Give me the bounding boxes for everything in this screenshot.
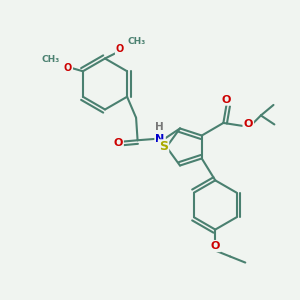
Text: O: O xyxy=(113,138,123,148)
Text: O: O xyxy=(211,241,220,251)
Text: H: H xyxy=(155,122,164,132)
Text: O: O xyxy=(64,63,72,73)
Text: N: N xyxy=(155,134,165,144)
Text: O: O xyxy=(222,94,231,104)
Text: CH₃: CH₃ xyxy=(128,37,146,46)
Text: S: S xyxy=(159,140,168,154)
Text: CH₃: CH₃ xyxy=(41,55,60,64)
Text: O: O xyxy=(244,119,253,129)
Text: O: O xyxy=(116,44,124,55)
